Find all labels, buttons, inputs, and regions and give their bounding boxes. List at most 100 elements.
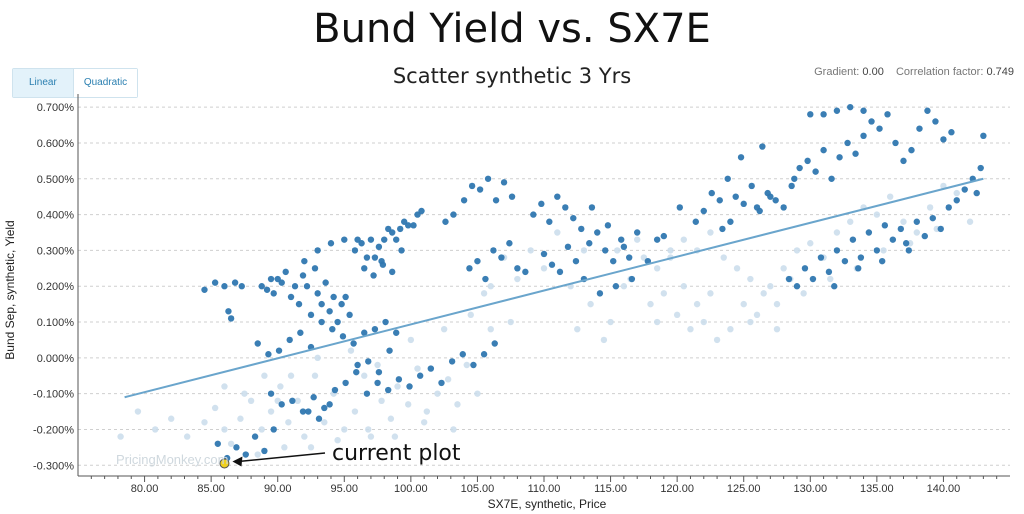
- y-tick-label: 0.100%: [37, 317, 75, 329]
- data-point: [530, 211, 537, 218]
- data-point: [460, 197, 468, 204]
- data-point: [334, 436, 341, 444]
- x-tick-label: 105.00: [461, 483, 495, 495]
- data-point: [448, 358, 456, 365]
- data-point: [201, 419, 208, 426]
- data-point: [753, 311, 761, 319]
- data-point: [350, 340, 357, 347]
- data-point: [391, 433, 399, 440]
- data-point: [492, 197, 500, 204]
- data-point: [785, 275, 793, 283]
- x-tick-label: 120.00: [660, 483, 694, 495]
- data-point: [334, 318, 341, 326]
- data-point: [876, 125, 883, 132]
- x-tick-label: 140.00: [927, 483, 961, 495]
- data-point: [221, 283, 228, 290]
- data-point: [507, 318, 514, 326]
- data-point: [614, 247, 621, 254]
- data-point: [321, 419, 328, 426]
- data-point: [836, 154, 843, 161]
- data-point: [278, 279, 285, 286]
- data-point: [926, 204, 934, 211]
- data-point: [849, 236, 857, 243]
- data-point: [902, 240, 910, 247]
- data-point: [578, 225, 585, 233]
- data-point: [474, 390, 481, 397]
- data-point: [747, 318, 754, 326]
- trendline: [124, 177, 984, 399]
- older-points: [117, 182, 974, 458]
- data-point: [318, 300, 325, 308]
- data-point: [554, 193, 561, 200]
- data-point: [444, 376, 452, 383]
- data-point: [881, 222, 889, 229]
- data-point: [397, 225, 404, 233]
- data-point: [626, 254, 633, 261]
- data-point: [873, 211, 881, 218]
- data-point: [361, 372, 368, 379]
- data-point: [467, 311, 474, 319]
- data-point: [574, 325, 581, 333]
- data-point: [286, 336, 293, 344]
- linear-button[interactable]: Linear: [13, 69, 73, 97]
- data-point: [880, 247, 887, 254]
- data-point: [913, 218, 920, 225]
- data-point: [620, 243, 628, 251]
- data-point: [948, 129, 955, 136]
- data-point: [767, 193, 774, 200]
- data-point: [459, 351, 466, 358]
- data-point: [347, 347, 355, 354]
- data-point: [514, 265, 521, 272]
- data-point: [301, 257, 308, 265]
- data-point: [522, 268, 529, 276]
- data-point: [490, 247, 497, 254]
- data-point: [438, 379, 445, 387]
- data-point: [820, 111, 827, 118]
- current-plot-annotation: current plot: [219, 441, 461, 469]
- data-point: [833, 107, 841, 114]
- data-point: [406, 383, 413, 390]
- data-point: [570, 214, 577, 222]
- data-point: [353, 368, 360, 376]
- data-point: [812, 168, 819, 175]
- annotation-arrow-line: [238, 452, 326, 463]
- gradient-label: Gradient:: [814, 66, 860, 78]
- data-point: [800, 290, 807, 297]
- data-point: [295, 300, 303, 308]
- data-point: [305, 408, 312, 415]
- data-point: [719, 225, 726, 233]
- data-point: [953, 189, 960, 197]
- data-point: [844, 139, 851, 147]
- data-point: [748, 182, 755, 190]
- data-point: [817, 254, 825, 261]
- data-point: [977, 164, 984, 172]
- data-point: [351, 247, 359, 254]
- data-point: [791, 175, 798, 182]
- data-point: [254, 451, 261, 458]
- data-point: [628, 275, 636, 283]
- data-point: [463, 361, 470, 369]
- y-axis-label: Bund Sep, synthetic, Yield: [3, 220, 17, 359]
- data-point: [973, 189, 980, 197]
- y-tick-label: 0.700%: [37, 102, 75, 114]
- data-point: [897, 225, 905, 233]
- data-point: [564, 243, 572, 251]
- data-point: [342, 293, 349, 301]
- quadratic-button[interactable]: Quadratic: [72, 69, 138, 97]
- data-point: [237, 415, 244, 422]
- data-point: [254, 340, 261, 347]
- data-point: [767, 283, 774, 290]
- data-point: [860, 107, 867, 114]
- data-point: [480, 290, 488, 297]
- data-point: [556, 268, 564, 276]
- data-point: [423, 408, 431, 415]
- data-point: [442, 218, 449, 225]
- data-point: [913, 229, 920, 236]
- data-point: [287, 293, 295, 301]
- data-point: [371, 254, 379, 261]
- data-point: [361, 329, 368, 336]
- data-point: [841, 257, 849, 265]
- data-point: [687, 325, 694, 333]
- data-point: [221, 426, 228, 433]
